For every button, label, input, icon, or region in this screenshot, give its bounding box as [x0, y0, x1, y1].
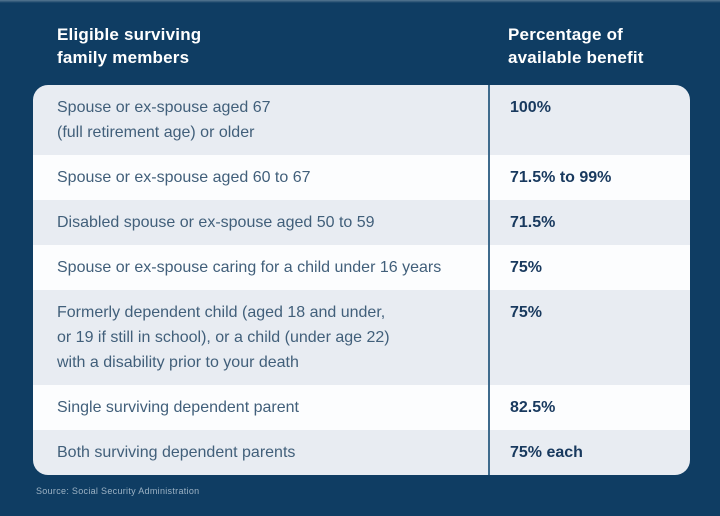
table-row: Disabled spouse or ex-spouse aged 50 to … — [33, 200, 690, 245]
table-row: Single surviving dependent parent 82.5% — [33, 385, 690, 430]
benefits-table: Spouse or ex-spouse aged 67 (full retire… — [33, 85, 690, 475]
table-cell-member: Spouse or ex-spouse aged 67 (full retire… — [57, 99, 271, 141]
table-cell-benefit: 75% each — [488, 430, 690, 475]
table-cell-member: Single surviving dependent parent — [57, 399, 299, 416]
column-header-benefit: Percentage of available benefit — [508, 25, 644, 67]
top-edge-highlight — [0, 0, 720, 3]
table-cell-benefit: 75% — [488, 290, 690, 385]
table-cell-benefit: 82.5% — [488, 385, 690, 430]
table-cell-benefit: 100% — [488, 85, 690, 155]
table-row: Both surviving dependent parents 75% eac… — [33, 430, 690, 475]
table-row: Spouse or ex-spouse aged 60 to 67 71.5% … — [33, 155, 690, 200]
column-header-members: Eligible surviving family members — [57, 25, 202, 67]
table-cell-member: Formerly dependent child (aged 18 and un… — [57, 304, 390, 371]
table-body: Spouse or ex-spouse aged 67 (full retire… — [33, 85, 690, 475]
table-cell-benefit: 71.5% to 99% — [488, 155, 690, 200]
table-row: Spouse or ex-spouse caring for a child u… — [33, 245, 690, 290]
table-row: Formerly dependent child (aged 18 and un… — [33, 290, 690, 385]
table-cell-benefit: 75% — [488, 245, 690, 290]
table-cell-member: Disabled spouse or ex-spouse aged 50 to … — [57, 214, 375, 231]
table-cell-member: Spouse or ex-spouse aged 60 to 67 — [57, 169, 311, 186]
table-cell-benefit: 71.5% — [488, 200, 690, 245]
source-attribution: Source: Social Security Administration — [36, 486, 200, 496]
table-cell-member: Spouse or ex-spouse caring for a child u… — [57, 259, 442, 276]
table-row: Spouse or ex-spouse aged 67 (full retire… — [33, 85, 690, 155]
table-cell-member: Both surviving dependent parents — [57, 444, 296, 461]
